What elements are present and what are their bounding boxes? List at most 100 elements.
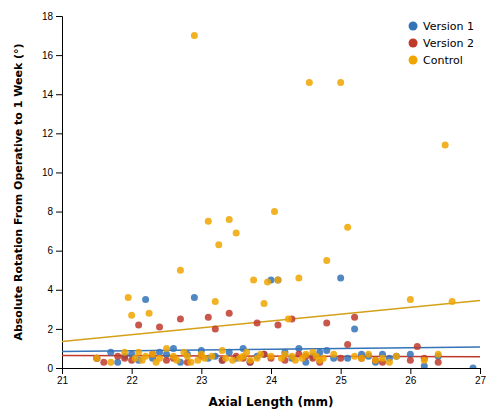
point bbox=[261, 300, 268, 307]
point bbox=[142, 296, 149, 303]
x-tick-mark bbox=[271, 368, 272, 374]
point bbox=[149, 351, 156, 358]
point bbox=[379, 355, 386, 362]
point bbox=[268, 353, 275, 360]
point bbox=[271, 208, 278, 215]
point bbox=[247, 357, 254, 364]
x-tick-label: 21 bbox=[57, 375, 69, 386]
point bbox=[250, 277, 257, 284]
point bbox=[344, 355, 351, 362]
y-tick: 12 bbox=[42, 128, 62, 139]
point bbox=[243, 349, 250, 356]
y-tick: 14 bbox=[42, 89, 62, 100]
y-tick: 6 bbox=[47, 245, 62, 256]
point bbox=[100, 359, 107, 366]
y-tick-mark bbox=[56, 16, 62, 17]
point bbox=[107, 359, 114, 366]
y-tick-label: 14 bbox=[42, 89, 54, 100]
point bbox=[135, 349, 142, 356]
point bbox=[337, 79, 344, 86]
point bbox=[295, 275, 302, 282]
point bbox=[201, 355, 208, 362]
point bbox=[323, 320, 330, 327]
x-tick: 27 bbox=[475, 368, 487, 386]
point bbox=[149, 351, 156, 358]
point bbox=[365, 351, 372, 358]
point bbox=[442, 142, 449, 149]
y-tick-label: 10 bbox=[42, 167, 54, 178]
legend-swatch bbox=[409, 22, 418, 31]
point bbox=[274, 277, 281, 284]
point bbox=[226, 216, 233, 223]
x-tick: 22 bbox=[127, 368, 139, 386]
point bbox=[337, 355, 344, 362]
y-tick-label: 4 bbox=[47, 284, 53, 295]
point bbox=[320, 355, 327, 362]
legend: Version 1Version 2Control bbox=[409, 20, 474, 67]
point bbox=[344, 341, 351, 348]
point bbox=[393, 353, 400, 360]
y-tick-label: 18 bbox=[42, 11, 54, 22]
x-tick-label: 22 bbox=[127, 375, 139, 386]
legend-item: Version 1 bbox=[409, 20, 474, 33]
point bbox=[351, 325, 358, 332]
point bbox=[114, 353, 121, 360]
y-axis: 024681012141618 bbox=[42, 11, 63, 374]
point bbox=[372, 357, 379, 364]
point bbox=[125, 294, 132, 301]
chart: 21222324252627024681012141618Axial Lengt… bbox=[0, 0, 500, 418]
points bbox=[93, 32, 476, 368]
y-tick-mark bbox=[56, 172, 62, 173]
x-tick-label: 27 bbox=[475, 375, 487, 386]
point bbox=[208, 353, 215, 360]
point-series bbox=[93, 32, 455, 366]
point bbox=[205, 218, 212, 225]
point-series bbox=[93, 310, 441, 366]
point bbox=[393, 353, 400, 360]
x-tick-mark bbox=[341, 368, 342, 374]
point bbox=[229, 357, 236, 364]
point bbox=[254, 320, 261, 327]
point bbox=[372, 357, 379, 364]
point bbox=[414, 343, 421, 350]
point bbox=[107, 349, 114, 356]
point bbox=[358, 355, 365, 362]
point bbox=[205, 314, 212, 321]
point bbox=[351, 314, 358, 321]
point bbox=[163, 345, 170, 352]
point bbox=[93, 355, 100, 362]
point bbox=[135, 321, 142, 328]
y-tick-label: 16 bbox=[42, 50, 54, 61]
point bbox=[191, 32, 198, 39]
legend-item: Control bbox=[409, 54, 463, 67]
y-tick-label: 2 bbox=[47, 324, 53, 335]
x-axis-line bbox=[63, 369, 481, 375]
point bbox=[156, 323, 163, 330]
point bbox=[323, 347, 330, 354]
x-tick-mark bbox=[410, 368, 411, 374]
point bbox=[226, 310, 233, 317]
y-tick-mark bbox=[56, 212, 62, 213]
point bbox=[274, 321, 281, 328]
y-tick-mark bbox=[56, 55, 62, 56]
point bbox=[323, 257, 330, 264]
point bbox=[435, 351, 442, 358]
point bbox=[386, 359, 393, 366]
point bbox=[330, 351, 337, 358]
point bbox=[407, 357, 414, 364]
y-axis-line bbox=[56, 17, 63, 369]
y-tick: 4 bbox=[47, 284, 62, 295]
x-tick-label: 26 bbox=[405, 375, 417, 386]
point bbox=[226, 349, 233, 356]
point bbox=[173, 357, 180, 364]
point bbox=[93, 355, 100, 362]
point bbox=[146, 310, 153, 317]
x-tick: 26 bbox=[405, 368, 417, 386]
y-tick-mark bbox=[56, 329, 62, 330]
marks bbox=[62, 32, 480, 368]
x-tick-label: 24 bbox=[266, 375, 278, 386]
point bbox=[407, 296, 414, 303]
x-tick: 25 bbox=[336, 368, 348, 386]
point bbox=[219, 347, 226, 354]
point bbox=[274, 277, 281, 284]
